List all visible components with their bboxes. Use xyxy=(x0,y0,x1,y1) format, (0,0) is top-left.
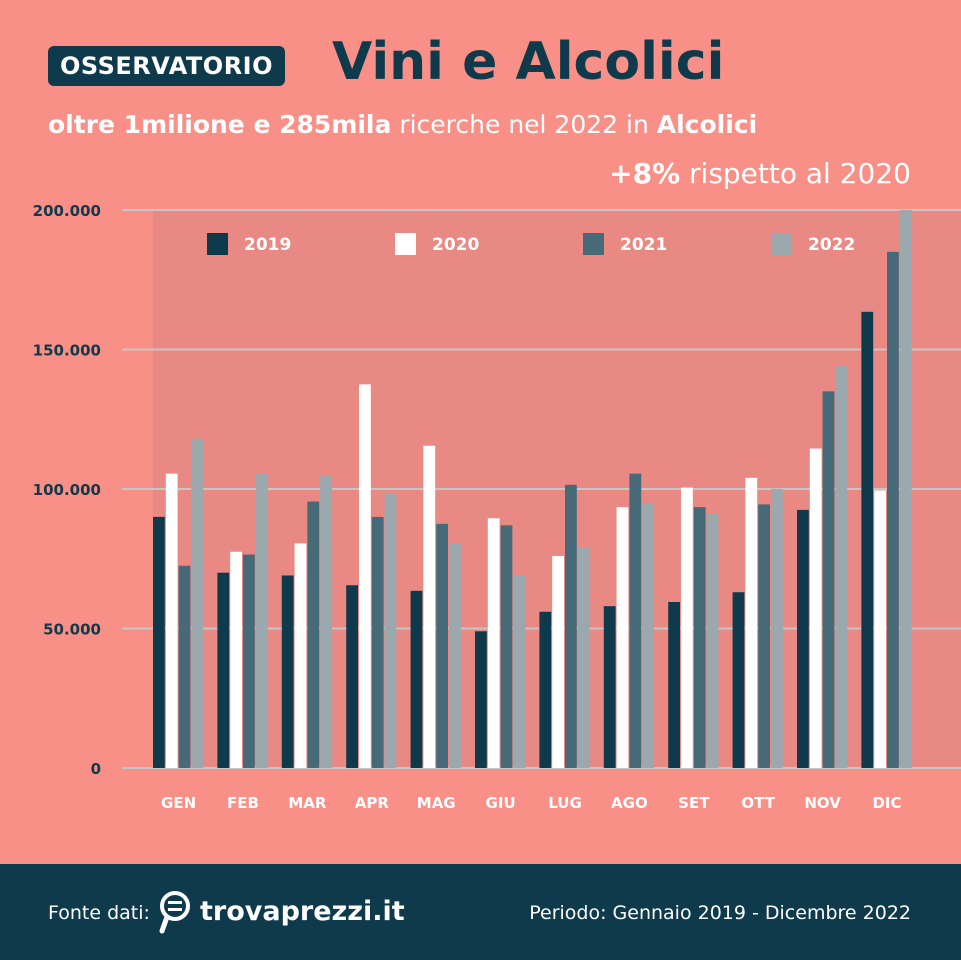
legend-swatch xyxy=(771,233,792,255)
bar xyxy=(539,611,552,768)
bar xyxy=(577,547,590,768)
subtitle: oltre 1milione e 285mila ricerche nel 20… xyxy=(48,110,757,139)
bar xyxy=(887,251,899,769)
bar xyxy=(178,565,191,768)
bar xyxy=(706,514,719,768)
bar xyxy=(371,516,384,768)
trovaprezzi-logo-icon xyxy=(159,891,190,934)
legend-label: 2019 xyxy=(244,235,291,255)
bar xyxy=(475,631,487,768)
growth-text: rispetto al 2020 xyxy=(680,157,911,190)
bar xyxy=(899,210,912,768)
bar xyxy=(603,606,616,768)
bar xyxy=(732,592,745,768)
legend-label: 2022 xyxy=(808,235,855,255)
observatory-badge: OSSERVATORIO xyxy=(48,46,286,86)
bar xyxy=(153,516,165,768)
bar xyxy=(217,572,230,768)
bar xyxy=(861,311,874,768)
subtitle-highlight-count: oltre 1milione e 285mila xyxy=(48,110,392,139)
bar xyxy=(758,504,770,768)
y-tick-label: 50.000 xyxy=(43,621,101,639)
x-tick-label: LUG xyxy=(548,794,582,812)
bar xyxy=(384,493,397,768)
legend-swatch xyxy=(583,233,604,255)
bar xyxy=(410,590,423,768)
x-tick-label: MAG xyxy=(417,794,456,812)
bar xyxy=(771,489,783,768)
bar xyxy=(346,585,358,768)
bar xyxy=(745,477,758,768)
bar xyxy=(165,473,178,768)
subtitle-highlight-category: Alcolici xyxy=(656,110,758,139)
bar xyxy=(835,366,848,768)
period-label: Periodo: Gennaio 2019 - Dicembre 2022 xyxy=(529,902,911,924)
bar xyxy=(359,384,371,768)
bar xyxy=(681,487,693,768)
legend-label: 2021 xyxy=(620,235,667,255)
y-tick-label: 200.000 xyxy=(33,202,101,220)
x-tick-label: DIC xyxy=(872,794,901,812)
bar xyxy=(822,391,835,768)
bar xyxy=(436,523,448,768)
bar xyxy=(513,575,526,768)
legend-swatch xyxy=(207,233,228,255)
bar xyxy=(255,473,268,768)
bar xyxy=(294,543,307,768)
bar xyxy=(693,507,706,768)
y-tick-label: 150.000 xyxy=(33,342,101,360)
footer: Fonte dati: trovaprezzi.it Periodo: Genn… xyxy=(0,864,961,960)
x-tick-label: MAR xyxy=(288,794,327,812)
legend-swatch xyxy=(395,233,416,255)
bar xyxy=(320,475,332,768)
bar-chart: 0 50.000 100.000 150.000 200.000 GEN FEB MAR APR… xyxy=(33,202,961,812)
bar xyxy=(449,543,461,768)
bar xyxy=(423,445,436,768)
y-tick-label: 100.000 xyxy=(33,481,101,499)
bar xyxy=(809,448,822,768)
x-tick-label: OTT xyxy=(741,794,775,812)
bar xyxy=(281,575,294,768)
x-tick-label: GIU xyxy=(486,794,516,812)
x-tick-label: FEB xyxy=(227,794,259,812)
page-title: Vini e Alcolici xyxy=(332,32,725,92)
bar xyxy=(642,502,654,768)
bar xyxy=(629,473,642,768)
x-tick-label: NOV xyxy=(804,794,841,812)
legend-label: 2020 xyxy=(432,235,479,255)
bar xyxy=(797,509,809,768)
x-tick-label: AGO xyxy=(611,794,648,812)
logo-text: trovaprezzi.it xyxy=(200,896,405,927)
bar xyxy=(230,551,242,768)
growth-percent: +8% xyxy=(609,157,681,190)
bar xyxy=(616,507,629,768)
bar xyxy=(243,554,255,768)
bar xyxy=(191,438,204,768)
source-label: Fonte dati: xyxy=(48,902,150,924)
y-tick-label: 0 xyxy=(91,760,101,778)
bar xyxy=(552,555,564,768)
bar xyxy=(307,501,320,768)
x-tick-label: SET xyxy=(678,794,710,812)
x-tick-label: APR xyxy=(355,794,390,812)
subtitle-text: ricerche nel 2022 in xyxy=(391,110,657,139)
bar xyxy=(565,484,577,768)
growth-note: +8% rispetto al 2020 xyxy=(609,157,911,190)
bar xyxy=(500,525,513,768)
bar xyxy=(668,601,680,768)
x-tick-label: GEN xyxy=(161,794,196,812)
bar xyxy=(874,490,886,768)
bar xyxy=(487,518,500,768)
